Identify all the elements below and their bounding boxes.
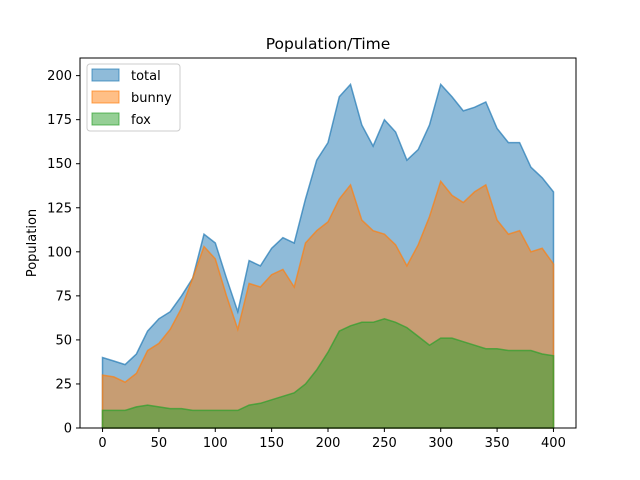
area-fox <box>101 318 555 429</box>
y-tick-label: 0 <box>64 422 72 437</box>
chart-title: Population/Time <box>266 35 391 53</box>
y-axis: 0 25 50 75 100 125 150 175 200 <box>47 69 80 437</box>
x-tick-label: 350 <box>485 436 510 451</box>
x-tick-label: 400 <box>541 436 566 451</box>
x-axis: 0 50 100 150 200 250 300 350 400 <box>98 428 566 451</box>
y-tick-label: 175 <box>47 113 72 128</box>
legend: total bunny fox <box>86 63 181 132</box>
x-tick-label: 250 <box>372 436 397 451</box>
x-tick-label: 100 <box>203 436 228 451</box>
legend-swatch-fox <box>91 112 120 126</box>
y-tick-label: 25 <box>55 377 72 392</box>
x-tick-label: 300 <box>428 436 453 451</box>
y-tick-label: 200 <box>47 69 72 84</box>
x-tick-label: 200 <box>316 436 341 451</box>
x-tick-label: 0 <box>98 436 106 451</box>
y-tick-label: 50 <box>55 333 72 348</box>
y-tick-label: 150 <box>47 157 72 172</box>
legend-label-bunny: bunny <box>131 91 172 106</box>
y-tick-label: 125 <box>47 201 72 216</box>
legend-swatch-total <box>91 68 120 82</box>
x-tick-label: 150 <box>259 436 284 451</box>
y-tick-label: 75 <box>55 289 72 304</box>
y-tick-label: 100 <box>47 245 72 260</box>
legend-label-fox: fox <box>131 113 151 128</box>
x-tick-label: 50 <box>151 436 168 451</box>
legend-label-total: total <box>131 69 161 84</box>
area-series-group <box>101 82 555 429</box>
y-axis-label: Population <box>25 209 40 277</box>
legend-swatch-bunny <box>91 90 120 104</box>
